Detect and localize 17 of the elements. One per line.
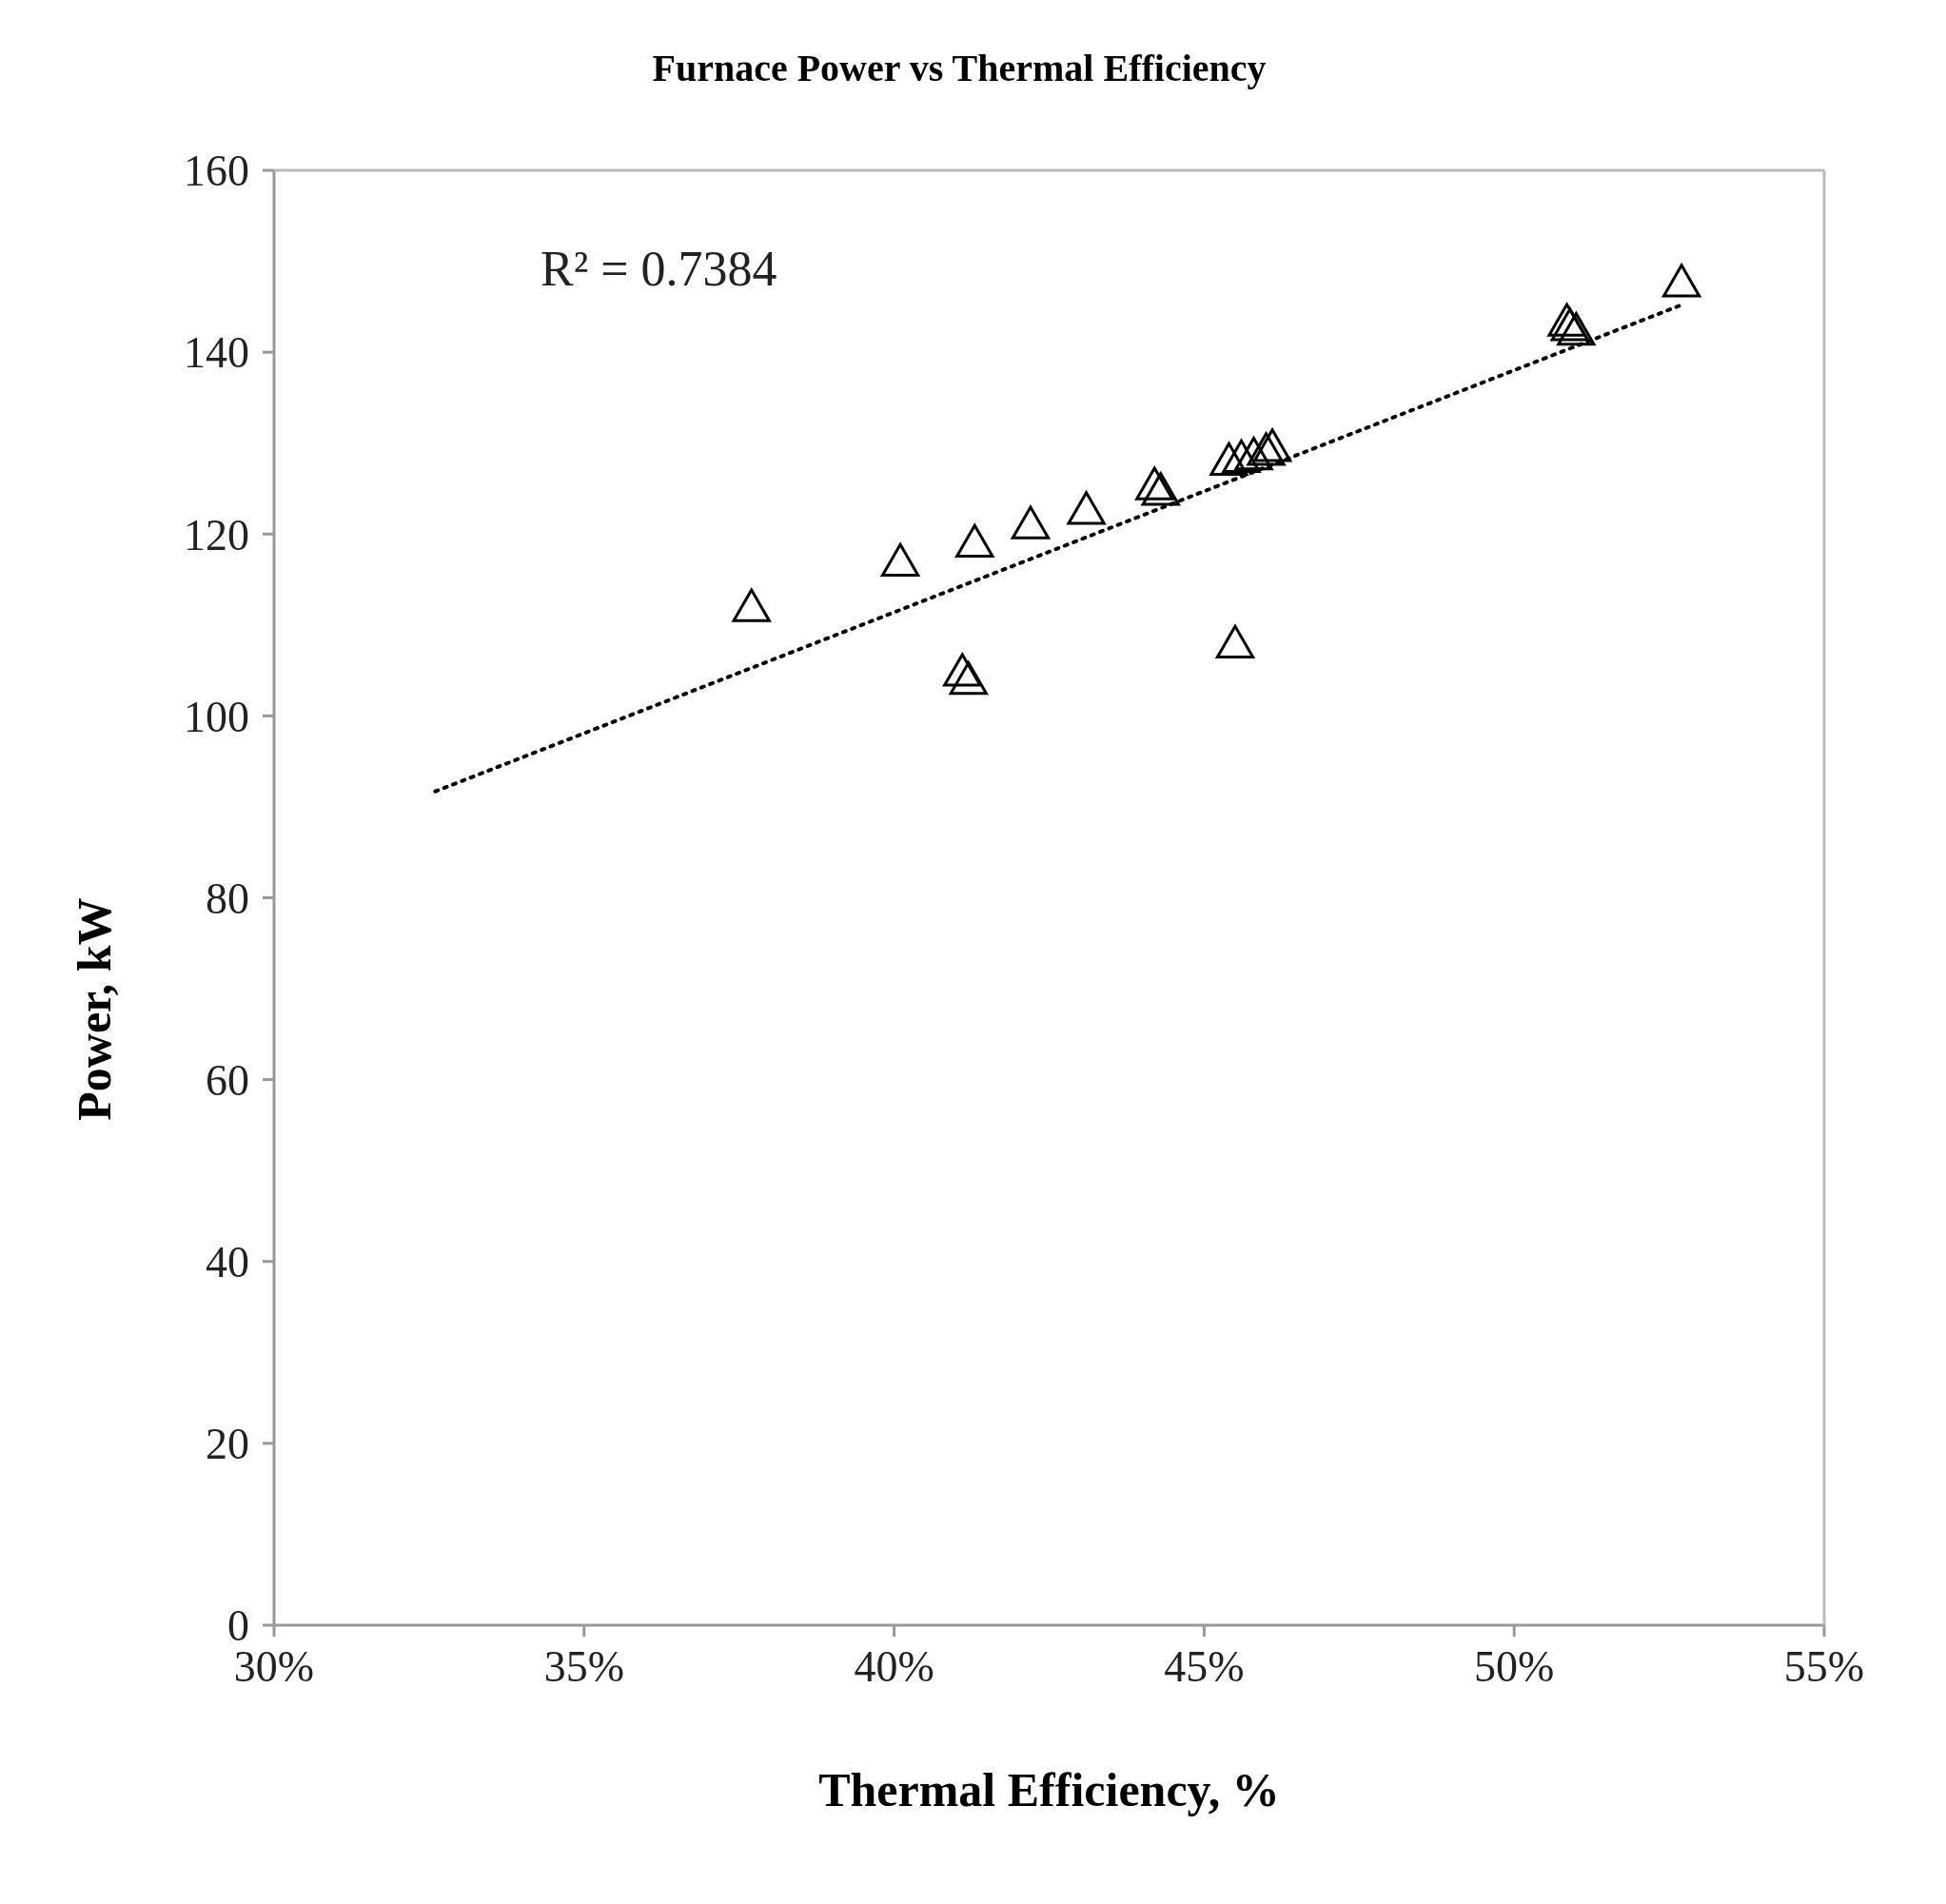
y-tick-label: 100 [184,692,249,741]
y-tick-label: 140 [184,328,249,378]
x-tick-label: 35% [543,1641,624,1691]
y-tick-label: 40 [206,1238,249,1287]
annotation: R² = 0.7384 [541,241,777,297]
x-tick-label: 45% [1164,1641,1245,1691]
x-tick-label: 40% [854,1641,934,1691]
y-tick-label: 80 [206,873,249,923]
x-axis-title: Thermal Efficiency, % [818,1763,1280,1816]
y-tick-label: 120 [184,510,249,559]
x-tick-label: 50% [1474,1641,1555,1691]
y-axis-title: Power, kW [67,897,121,1121]
y-tick-label: 60 [206,1055,249,1105]
chart-title: Furnace Power vs Thermal Efficiency [651,46,1268,90]
y-tick-label: 20 [206,1420,249,1469]
y-tick-label: 160 [184,147,249,196]
x-tick-label: 55% [1783,1641,1865,1691]
